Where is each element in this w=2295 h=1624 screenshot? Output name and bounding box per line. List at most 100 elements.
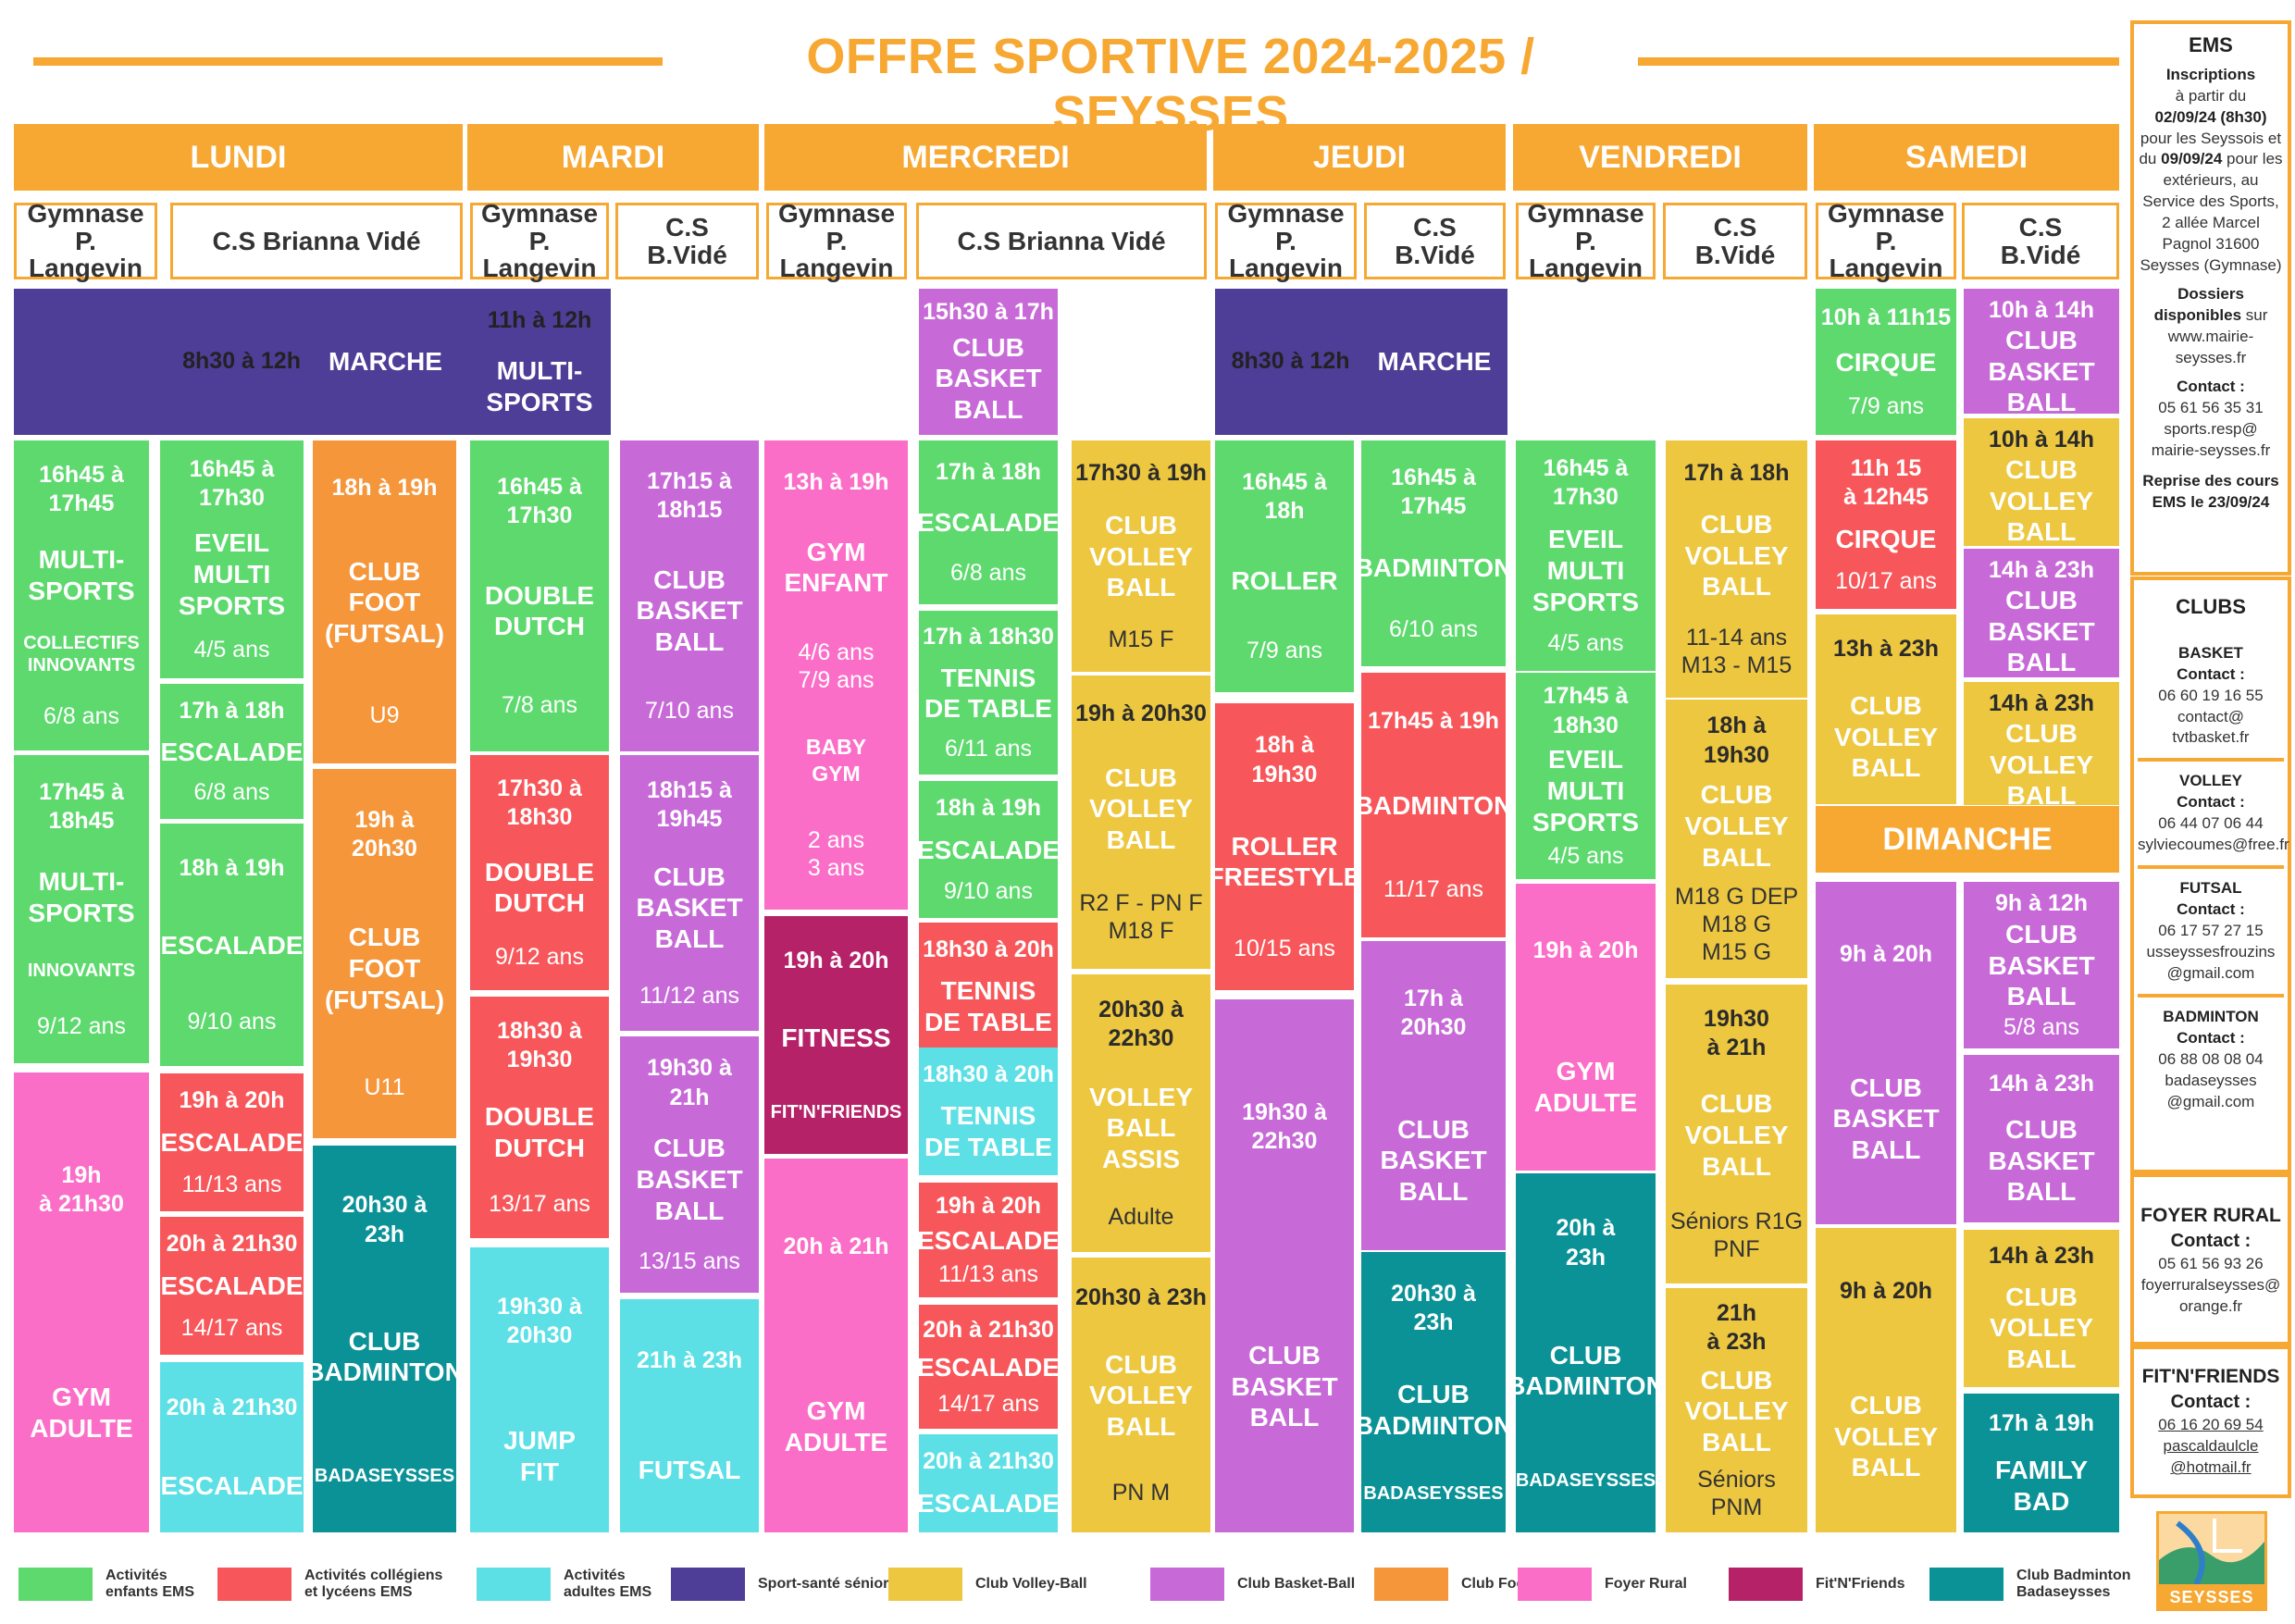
activity-name: ESCALADE xyxy=(919,835,1058,864)
activity-time: 15h30 à 17h xyxy=(923,299,1054,326)
activity-name: CLUB VOLLEY BALL xyxy=(1088,511,1193,602)
legend-swatch xyxy=(217,1568,292,1601)
activity-name: EVEIL MULTI SPORTS xyxy=(1532,525,1640,616)
activity-block: 20h30 à 23h CLUB BADMINTON BADASEYSSES xyxy=(313,1146,456,1532)
club-contact-label: Contact : xyxy=(2177,664,2245,683)
activity-block: 20h à 23h CLUB BADMINTON BADASEYSSES xyxy=(1516,1173,1656,1532)
activity-extra: BADASEYSSES xyxy=(314,1465,455,1486)
ems-dossiers-sur: sur www.mairie-seysses.fr xyxy=(2167,306,2268,366)
activity-name: ROLLER FREESTYLE xyxy=(1215,831,1354,892)
activity-name: ESCALADE xyxy=(160,737,304,766)
activity-time: 17h45 à 18h30 xyxy=(1543,683,1629,738)
activity-block: 16h45 à 17h45 BADMINTON 6/10 ans xyxy=(1361,440,1506,666)
activity-time: 17h30 à 19h xyxy=(1075,459,1207,486)
activity-time: 18h à 19h xyxy=(331,475,438,502)
legend-swatch xyxy=(1729,1568,1803,1601)
activity-time: 17h à 19h xyxy=(1989,1409,2094,1436)
activity-time: 14h à 23h xyxy=(1989,1243,2094,1270)
activity-block: 18h à 19h CLUB FOOT (FUTSAL) U9 xyxy=(313,440,456,763)
activity-time: 16h45 à 17h30 xyxy=(189,455,275,512)
activity-time: 13h à 23h xyxy=(1833,636,1939,663)
activity-name: ESCALADE xyxy=(919,1489,1058,1519)
activity-block: 14h à 23h CLUB BASKET BALL xyxy=(1964,549,2119,677)
sidebar-fitnfriends: FIT'N'FRIENDS Contact : 06 16 20 69 54 p… xyxy=(2130,1345,2291,1498)
activity-block: 11h 15 à 12h45 CIRQUE 10/17 ans xyxy=(1816,440,1956,609)
activity-age: 13/15 ans xyxy=(639,1247,740,1274)
club-name: BASKET xyxy=(2178,643,2243,662)
activity-name: BADMINTON xyxy=(1361,553,1506,583)
activity-age: U11 xyxy=(364,1074,405,1101)
activity-time: 19h30 à 20h30 xyxy=(497,1293,582,1348)
venue-samedi-gymnase: Gymnase P. Langevin xyxy=(1816,200,1956,281)
activity-name: CLUB VOLLEY BALL xyxy=(1684,780,1789,872)
legend-label: Activités collégiens et lycéens EMS xyxy=(304,1568,443,1600)
activity-time: 19h30 à 21h xyxy=(647,1055,732,1110)
activity-time: 18h à 19h30 xyxy=(1251,732,1318,787)
activity-name: MARCHE xyxy=(1377,347,1492,377)
activity-age: 9/10 ans xyxy=(187,1008,277,1035)
activity-age: 7/8 ans xyxy=(501,692,577,719)
activity-name: TENNIS DE TABLE xyxy=(924,975,1052,1036)
activity-time: 20h à 21h30 xyxy=(923,1316,1054,1343)
activity-name: CLUB VOLLEY BALL xyxy=(1989,1282,2093,1373)
activity-name: ESCALADE xyxy=(160,1470,304,1500)
activity-name: CLUB VOLLEY BALL xyxy=(1684,1089,1789,1181)
activity-age: 5/8 ans xyxy=(2003,1013,2079,1040)
club-contact-value: 06 60 19 16 55 contact@ tvtbasket.fr xyxy=(2158,686,2264,747)
activity-block: 17h à 18h ESCALADE 6/8 ans xyxy=(160,684,304,819)
activity-block: 11h à 12h MULTI- SPORTS xyxy=(470,289,609,435)
activity-name: EVEIL MULTI SPORTS xyxy=(178,528,286,620)
activity-block: 16h45 à 17h45 MULTI- SPORTS COLLECTIFS INN… xyxy=(14,440,149,750)
venue-vendredi-gymnase: Gymnase P. Langevin xyxy=(1516,200,1656,281)
activity-name: MULTI- SPORTS xyxy=(28,545,135,605)
activity-time: 20h30 à 23h xyxy=(1075,1283,1207,1310)
activity-block: 18h à 19h ESCALADE 9/10 ans xyxy=(160,824,304,1066)
club-contact: BASKET Contact : 06 60 19 16 55 contact@ t… xyxy=(2138,634,2284,759)
club-name: VOLLEY xyxy=(2178,772,2242,790)
fit-contact-label: Contact : xyxy=(2170,1392,2252,1413)
activity-time: 14h à 23h xyxy=(1989,1071,2094,1097)
sidebar-ems: EMS Inscriptions à partir du 02/09/24 (8… xyxy=(2130,20,2291,576)
activity-block: 19h30 à 21h CLUB VOLLEY BALL Séniors R1G P… xyxy=(1666,985,1807,1283)
activity-age: 6/8 ans xyxy=(43,703,119,730)
club-contact-label: Contact : xyxy=(2177,900,2245,919)
legend-label: Activités adultes EMS xyxy=(564,1568,652,1600)
legend-item: Activités adultes EMS xyxy=(477,1568,651,1601)
activity-block: 9h à 12h CLUB BASKET BALL 5/8 ans xyxy=(1964,882,2119,1048)
club-contact: BADMINTON Contact : 06 88 08 08 04 badasey… xyxy=(2138,993,2284,1122)
activity-name: CLUB BASKET BALL xyxy=(636,1134,743,1225)
activity-name: CLUB VOLLEY BALL xyxy=(1989,455,2093,546)
activity-block: 20h à 21h30 ESCALADE 14/17 ans xyxy=(919,1305,1058,1429)
activity-block: 17h à 18h30 TENNIS DE TABLE 6/11 ans xyxy=(919,611,1058,775)
activity-block: 13h à 19h GYM ENFANT 4/6 ans 7/9 ans BABY G… xyxy=(764,440,908,910)
venue-mercredi-brianna: C.S Brianna Vidé xyxy=(916,203,1207,279)
venue-mercredi-gymnase: Gymnase P. Langevin xyxy=(766,200,907,281)
activity-name: GYM ADULTE xyxy=(1533,1056,1638,1117)
activity-block: 18h30 à 19h30 DOUBLE DUTCH 13/17 ans xyxy=(470,997,609,1238)
ems-text-3: pour les extérieurs, au Service des Spor… xyxy=(2140,150,2283,275)
activity-age: 6/10 ans xyxy=(1389,616,1478,643)
legend-label: Club Volley-Ball xyxy=(975,1576,1087,1593)
activity-name: ESCALADE xyxy=(160,1271,304,1301)
activity-block: 21h à 23h CLUB VOLLEY BALL Séniors PNM xyxy=(1666,1288,1807,1532)
activity-name: CLUB BASKET BALL xyxy=(935,332,1042,424)
venue-mardi-gymnase: Gymnase P. Langevin xyxy=(470,200,609,281)
activity-time: 19h à 21h30 xyxy=(39,1161,124,1218)
activity-block: 20h à 21h30 ESCALADE xyxy=(160,1362,304,1532)
activity-age: U9 xyxy=(369,702,400,729)
activity-age: 10/15 ans xyxy=(1234,935,1335,961)
club-name: FUTSAL xyxy=(2179,879,2242,898)
activity-block: 20h30 à 22h30 VOLLEY BALL ASSIS Adulte xyxy=(1072,974,1210,1252)
activity-time: 17h15 à 18h15 xyxy=(647,468,732,524)
legend-label: Sport-santé séniors xyxy=(758,1576,898,1593)
legend-item: Foyer Rural xyxy=(1518,1568,1687,1601)
activity-block: 18h à 19h30 CLUB VOLLEY BALL M18 G DEP M18… xyxy=(1666,700,1807,978)
clubs-title: CLUBS xyxy=(2176,595,2246,618)
activity-name: CLUB BASKET BALL xyxy=(636,564,743,657)
activity-extra: BADASEYSSES xyxy=(1516,1469,1656,1491)
venue-jeudi-bvide: C.S B.Vidé xyxy=(1364,203,1506,279)
activity-name: CLUB BASKET BALL xyxy=(1380,1114,1487,1206)
activity-age: Adulte xyxy=(1108,1203,1174,1230)
activity-extra: FIT'N'FRIENDS xyxy=(770,1101,902,1122)
activity-name: EVEIL MULTI SPORTS xyxy=(1532,745,1640,837)
